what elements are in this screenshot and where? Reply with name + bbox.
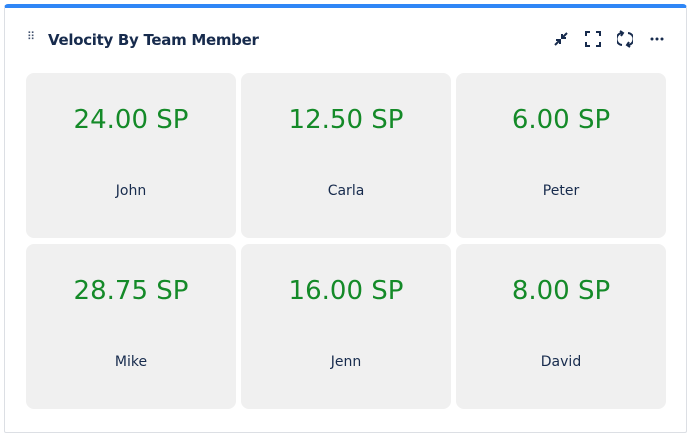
velocity-value: 8.00 SP [511, 276, 611, 306]
velocity-value: 6.00 SP [511, 105, 611, 135]
member-name: Carla [327, 183, 365, 199]
member-tile: 8.00 SP David [456, 244, 666, 409]
widget-title: Velocity By Team Member [48, 31, 259, 49]
widget-header: ⠿ Velocity By Team Member [5, 8, 686, 70]
member-name: Mike [114, 354, 148, 370]
member-name: David [540, 354, 582, 370]
member-name: Peter [542, 183, 580, 199]
drag-handle-icon[interactable]: ⠿ [27, 30, 35, 43]
velocity-value: 24.00 SP [73, 105, 189, 135]
member-tile: 28.75 SP Mike [26, 244, 236, 409]
minimize-icon[interactable] [552, 30, 570, 48]
member-name: Jenn [330, 354, 362, 370]
member-tile: 12.50 SP Carla [241, 73, 451, 238]
velocity-value: 28.75 SP [73, 276, 189, 306]
member-tile: 16.00 SP Jenn [241, 244, 451, 409]
member-tile: 24.00 SP John [26, 73, 236, 238]
fullscreen-icon[interactable] [584, 30, 602, 48]
member-name: John [115, 183, 147, 199]
velocity-value: 12.50 SP [288, 105, 404, 135]
velocity-value: 16.00 SP [288, 276, 404, 306]
more-icon[interactable] [648, 30, 666, 48]
member-tile: 6.00 SP Peter [456, 73, 666, 238]
refresh-icon[interactable] [616, 30, 634, 48]
